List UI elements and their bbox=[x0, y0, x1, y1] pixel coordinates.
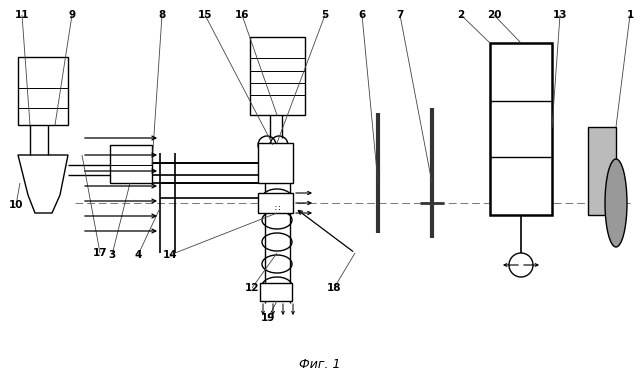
Text: 7: 7 bbox=[396, 10, 404, 20]
Bar bbox=[110, 145, 152, 183]
Text: Фиг. 1: Фиг. 1 bbox=[300, 358, 340, 372]
Text: 18: 18 bbox=[327, 283, 341, 293]
Bar bbox=[258, 193, 293, 213]
Text: 1: 1 bbox=[627, 10, 634, 20]
Text: 12: 12 bbox=[244, 283, 259, 293]
Bar bbox=[490, 43, 552, 215]
Text: 8: 8 bbox=[158, 10, 166, 20]
Text: 13: 13 bbox=[553, 10, 567, 20]
Text: 6: 6 bbox=[358, 10, 365, 20]
Bar bbox=[258, 143, 293, 183]
Ellipse shape bbox=[605, 159, 627, 247]
Text: 15: 15 bbox=[198, 10, 212, 20]
Bar bbox=[588, 127, 616, 215]
Text: 3: 3 bbox=[108, 250, 116, 260]
Bar bbox=[260, 283, 292, 301]
Text: 4: 4 bbox=[134, 250, 141, 260]
Text: 16: 16 bbox=[235, 10, 249, 20]
Text: 20: 20 bbox=[487, 10, 501, 20]
Text: 9: 9 bbox=[68, 10, 76, 20]
Text: 14: 14 bbox=[163, 250, 177, 260]
Bar bbox=[250, 37, 305, 115]
Text: 11: 11 bbox=[15, 10, 29, 20]
Text: 19: 19 bbox=[261, 313, 275, 323]
Bar bbox=[18, 57, 68, 125]
Text: 10: 10 bbox=[9, 200, 23, 210]
Text: 2: 2 bbox=[458, 10, 465, 20]
Text: 17: 17 bbox=[93, 248, 108, 258]
Text: 5: 5 bbox=[321, 10, 328, 20]
Text: ∷: ∷ bbox=[275, 203, 280, 213]
